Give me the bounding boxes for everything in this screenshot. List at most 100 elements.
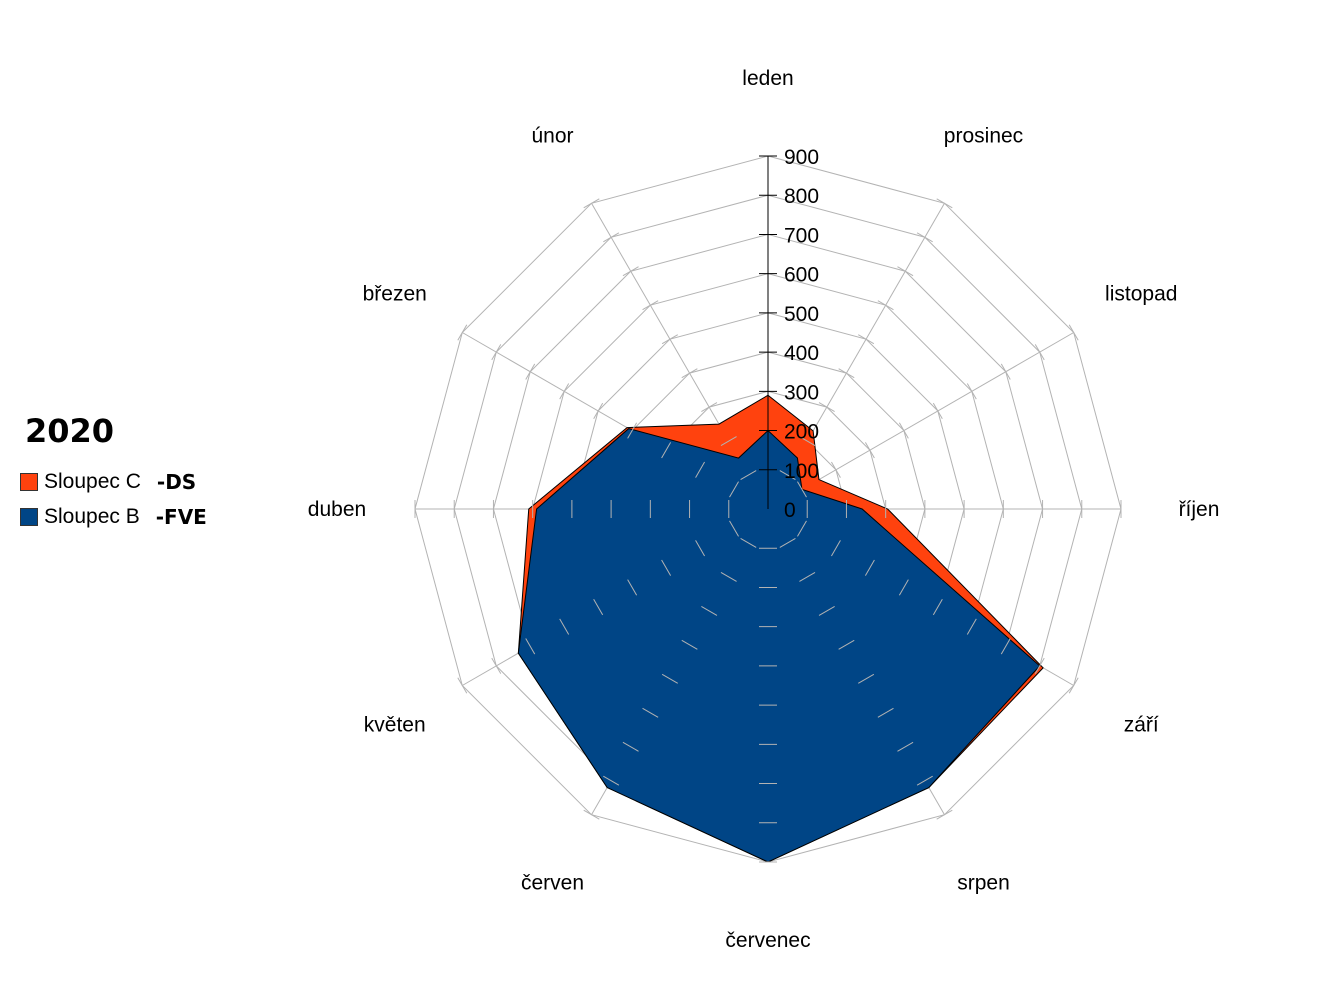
axis-tick-mark (661, 559, 672, 576)
tick-label: 700 (784, 224, 819, 247)
axis-tick-mark (622, 741, 639, 752)
axis-tick-mark (661, 673, 678, 684)
axis-tick-mark (525, 363, 536, 380)
legend-swatch-sloupec-c (20, 472, 38, 491)
axis-tick-mark (898, 422, 909, 439)
axis-tick-mark (864, 442, 875, 459)
axis-tick-mark (642, 707, 659, 718)
tick-label: 200 (784, 421, 819, 444)
axis-tick-mark (1068, 677, 1079, 694)
axis-tick-mark (720, 436, 737, 446)
tick-label: 100 (784, 460, 819, 483)
axis-tick-mark (661, 442, 672, 459)
tick-label: 500 (784, 303, 819, 326)
category-label: březen (363, 283, 427, 306)
axis-tick-mark (740, 470, 757, 480)
axis-tick-mark (729, 520, 739, 537)
axis-tick-mark (797, 481, 807, 498)
legend-label-sloupec-b: Sloupec B (44, 504, 140, 528)
axis-tick-mark (525, 638, 536, 655)
axis-tick-mark (877, 707, 894, 718)
axis-tick-mark (799, 572, 816, 582)
axis-tick-mark (583, 809, 600, 820)
legend-item-sloupec-b: Sloupec B -FVE (20, 499, 207, 534)
category-label: leden (742, 67, 793, 90)
axis-tick-mark (779, 538, 796, 548)
category-label: prosinec (944, 125, 1023, 148)
axis-tick-mark (627, 579, 638, 596)
axis-tick-mark (858, 673, 875, 684)
legend-suffix-fve: -FVE (155, 504, 207, 529)
axis-tick-mark (838, 368, 855, 379)
axis-tick-mark (457, 677, 468, 694)
axis-tick-mark (593, 402, 604, 419)
chart-title: 2020 (25, 412, 115, 450)
tick-label: 800 (784, 185, 819, 208)
legend-suffix-ds: -DS (156, 469, 197, 494)
category-label: srpen (957, 871, 1010, 894)
axis-tick-mark (720, 572, 737, 582)
axis-tick-mark (936, 198, 953, 209)
axis-tick-mark (877, 300, 894, 311)
category-label: duben (308, 498, 366, 521)
axis-tick-mark (457, 324, 468, 341)
axis-tick-mark (491, 657, 502, 674)
axis-tick-mark (1068, 324, 1079, 341)
axis-tick-mark (622, 266, 639, 277)
axis-tick-mark (491, 344, 502, 361)
axis-tick-mark (916, 232, 933, 243)
axis-tick-mark (559, 383, 570, 400)
axis-tick-mark (729, 481, 739, 498)
legend-swatch-sloupec-b (20, 507, 38, 526)
axis-tick-mark (818, 605, 835, 616)
axis-tick-mark (603, 775, 620, 786)
axis-tick-mark (1034, 657, 1045, 674)
axis-tick-mark (779, 470, 796, 480)
tick-label: 300 (784, 381, 819, 404)
axis-tick-mark (818, 402, 835, 413)
axis-tick-mark (661, 334, 678, 345)
category-label: červen (521, 871, 584, 894)
axis-tick-mark (897, 741, 914, 752)
axis-tick-mark (898, 579, 909, 596)
axis-tick-mark (936, 809, 953, 820)
axis-tick-mark (916, 775, 933, 786)
axis-tick-mark (701, 605, 718, 616)
tick-label: 0 (784, 499, 796, 522)
series-layer (517, 394, 1044, 863)
axis-tick-mark (695, 461, 705, 478)
category-label: únor (531, 125, 573, 148)
axis-tick-mark (897, 266, 914, 277)
legend-item-sloupec-c: Sloupec C -DS (20, 464, 207, 499)
axis-tick-mark (642, 300, 659, 311)
axis-tick-mark (831, 540, 841, 557)
axis-tick-mark (681, 368, 698, 379)
axis-tick-mark (583, 198, 600, 209)
tick-label: 400 (784, 342, 819, 365)
axis-tick-mark (603, 232, 620, 243)
category-labels: leden prosinec listopad říjen září srpen červe… (308, 67, 1220, 952)
axis-tick-mark (1034, 344, 1045, 361)
axis-tick-mark (1000, 638, 1011, 655)
axis-tick-mark (966, 618, 977, 635)
category-label: květen (364, 714, 426, 737)
axis-tick-mark (864, 559, 875, 576)
axis-tick-mark (966, 383, 977, 400)
tick-label: 900 (784, 146, 819, 169)
axis-tick-mark (1000, 363, 1011, 380)
category-label: říjen (1179, 498, 1220, 521)
axis-tick-mark (627, 422, 638, 439)
axis-tick-mark (593, 599, 604, 616)
category-label: září (1124, 714, 1159, 737)
axis-tick-mark (838, 639, 855, 650)
axis-tick-mark (701, 402, 718, 413)
axis-tick-mark (559, 618, 570, 635)
axis-tick-mark (932, 599, 943, 616)
legend: 2020 Sloupec C -DS Sloupec B -FVE (20, 412, 207, 534)
axis-tick-mark (831, 461, 841, 478)
axis-tick-mark (740, 538, 757, 548)
axis-tick-mark (799, 436, 816, 446)
axis-tick-mark (695, 540, 705, 557)
radial-axis: 0 100 200 300 400 500 600 700 800 900 (414, 146, 1122, 863)
